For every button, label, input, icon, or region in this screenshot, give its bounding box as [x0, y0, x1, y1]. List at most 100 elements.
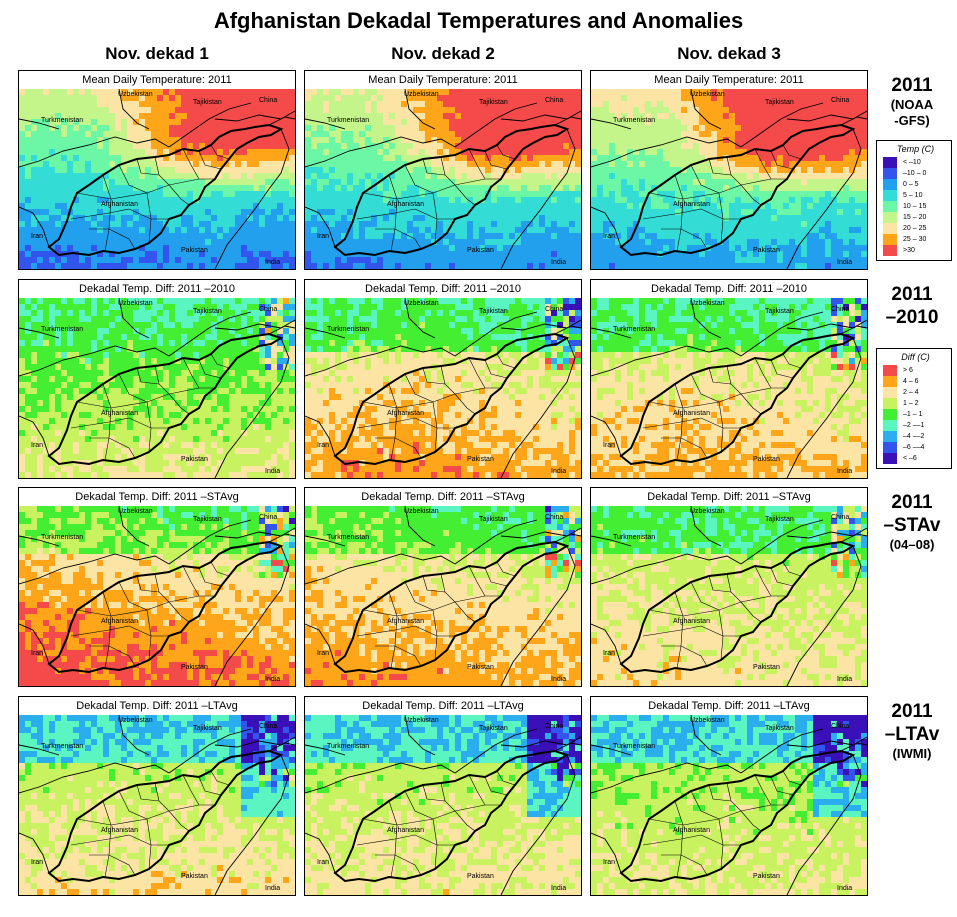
grid-cell [187, 322, 194, 329]
grid-cell [479, 89, 486, 96]
grid-cell [819, 251, 826, 258]
grid-cell [747, 107, 754, 114]
grid-cell [675, 203, 682, 210]
grid-cell [19, 131, 26, 138]
grid-cell [675, 149, 682, 156]
grid-cell [801, 203, 808, 210]
grid-cell [503, 101, 510, 108]
grid-cell [699, 179, 706, 186]
grid-cell [551, 221, 558, 228]
grid-cell [609, 227, 616, 234]
grid-cell [217, 149, 224, 156]
grid-cell [509, 209, 516, 216]
grid-cell [563, 143, 570, 150]
grid-cell [229, 167, 236, 174]
grid-cell [163, 233, 170, 240]
grid-cell [353, 113, 360, 120]
grid-cell [603, 209, 610, 216]
grid-cell [323, 125, 330, 132]
grid-cell [705, 125, 712, 132]
grid-cell [247, 119, 254, 126]
grid-cell [247, 239, 254, 246]
grid-cell [229, 137, 236, 144]
grid-cell [289, 304, 295, 311]
grid-cell [289, 227, 295, 234]
grid-cell [283, 310, 290, 317]
grid-cell [789, 95, 796, 102]
grid-cell [693, 233, 700, 240]
grid-cell [265, 143, 272, 150]
grid-cell [645, 257, 652, 264]
grid-cell [575, 215, 581, 222]
grid-cell [73, 370, 80, 377]
grid-cell [97, 197, 104, 204]
grid-cell [515, 185, 522, 192]
grid-cell [193, 137, 200, 144]
grid-cell [25, 107, 32, 114]
grid-cell [687, 203, 694, 210]
grid-cell [795, 119, 802, 126]
grid-cell [503, 95, 510, 102]
grid-cell [25, 263, 32, 269]
grid-cell [145, 191, 152, 198]
grid-cell [777, 227, 784, 234]
grid-cell [169, 89, 176, 96]
grid-cell [223, 191, 230, 198]
grid-cell [771, 95, 778, 102]
grid-cell [807, 119, 814, 126]
grid-cell [377, 167, 384, 174]
grid-cell [377, 197, 384, 204]
grid-cell [789, 227, 796, 234]
grid-cell [497, 203, 504, 210]
grid-cell [19, 370, 26, 377]
grid-cell [527, 203, 534, 210]
grid-cell [199, 346, 206, 353]
grid-cell [383, 155, 390, 162]
grid-cell [771, 149, 778, 156]
grid-cell [229, 251, 236, 258]
grid-cell [353, 143, 360, 150]
grid-cell [413, 155, 420, 162]
grid-cell [711, 197, 718, 204]
grid-cell [603, 125, 610, 132]
grid-cell [329, 89, 336, 96]
grid-cell [193, 173, 200, 180]
grid-cell [241, 209, 248, 216]
grid-cell [283, 143, 290, 150]
grid-cell [551, 155, 558, 162]
grid-cell [61, 149, 68, 156]
country-border [740, 102, 824, 148]
grid-cell [205, 310, 212, 317]
grid-cell [103, 340, 110, 347]
grid-cell [461, 215, 468, 222]
grid-cell [609, 101, 616, 108]
grid-cell [855, 167, 862, 174]
grid-cell [73, 388, 80, 395]
grid-cell [217, 322, 224, 329]
country-border [404, 89, 436, 130]
grid-cell [55, 304, 62, 311]
grid-cell [461, 233, 468, 240]
grid-cell [139, 358, 146, 365]
grid-cell [747, 245, 754, 252]
grid-cell [813, 221, 820, 228]
grid-cell [175, 113, 182, 120]
grid-cell [497, 263, 504, 269]
grid-cell [741, 179, 748, 186]
grid-cell [693, 245, 700, 252]
grid-cell [85, 191, 92, 198]
grid-cell [795, 125, 802, 132]
grid-cell [199, 125, 206, 132]
grid-cell [795, 173, 802, 180]
grid-cell [67, 227, 74, 234]
grid-cell [371, 227, 378, 234]
grid-cell [509, 95, 516, 102]
grid-cell [289, 179, 295, 186]
grid-cell [849, 227, 856, 234]
grid-cell [79, 340, 86, 347]
grid-cell [657, 209, 664, 216]
grid-cell [305, 161, 312, 168]
grid-cell [419, 131, 426, 138]
grid-cell [133, 227, 140, 234]
grid-cell [461, 221, 468, 228]
